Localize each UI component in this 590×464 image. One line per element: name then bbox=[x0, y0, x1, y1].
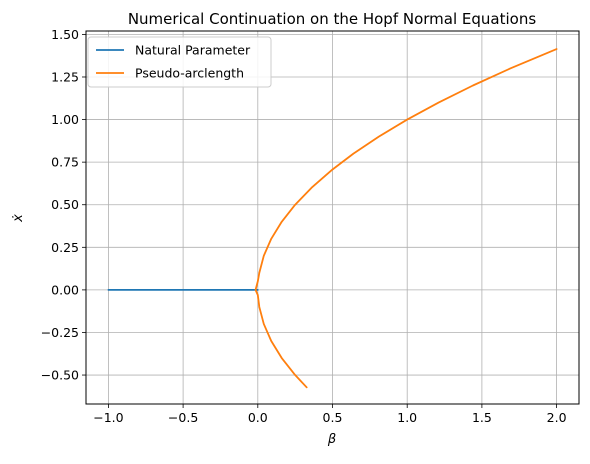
grid bbox=[86, 31, 579, 404]
x-axis-ticks: −1.0 −0.5 0.0 0.5 1.0 1.5 2.0 bbox=[93, 404, 567, 425]
y-tick-label: 1.00 bbox=[51, 112, 79, 127]
x-tick-label: 1.5 bbox=[472, 410, 492, 425]
legend-label-pseudo-arclength: Pseudo-arclength bbox=[135, 66, 244, 81]
x-tick-label: −1.0 bbox=[93, 410, 123, 425]
legend: Natural Parameter Pseudo-arclength bbox=[87, 36, 272, 88]
y-tick-label: 0.50 bbox=[51, 197, 79, 212]
y-axis-label: ẋ bbox=[11, 214, 26, 223]
y-tick-label: 0.75 bbox=[51, 155, 79, 170]
y-tick-label: −0.25 bbox=[41, 325, 79, 340]
y-tick-label: 1.25 bbox=[51, 69, 79, 84]
x-tick-label: −0.5 bbox=[168, 410, 198, 425]
x-axis-label: β bbox=[327, 432, 336, 447]
y-axis-ticks: −0.50 −0.25 0.00 0.25 0.50 0.75 1.00 1.25 1.50 bbox=[41, 27, 86, 383]
x-tick-label: 0.0 bbox=[248, 410, 268, 425]
series-line-pseudo-arclength bbox=[254, 48, 558, 389]
y-tick-label: 1.50 bbox=[51, 27, 79, 42]
y-tick-label: −0.50 bbox=[41, 368, 79, 383]
y-tick-label: 0.25 bbox=[51, 240, 79, 255]
x-tick-label: 0.5 bbox=[323, 410, 343, 425]
x-tick-label: 1.0 bbox=[397, 410, 417, 425]
series-lines bbox=[107, 48, 558, 389]
legend-box bbox=[87, 36, 272, 88]
y-tick-label: 0.00 bbox=[51, 282, 79, 297]
legend-label-natural-parameter: Natural Parameter bbox=[135, 43, 251, 58]
chart-title: Numerical Continuation on the Hopf Norma… bbox=[128, 10, 537, 28]
x-tick-label: 2.0 bbox=[547, 410, 567, 425]
